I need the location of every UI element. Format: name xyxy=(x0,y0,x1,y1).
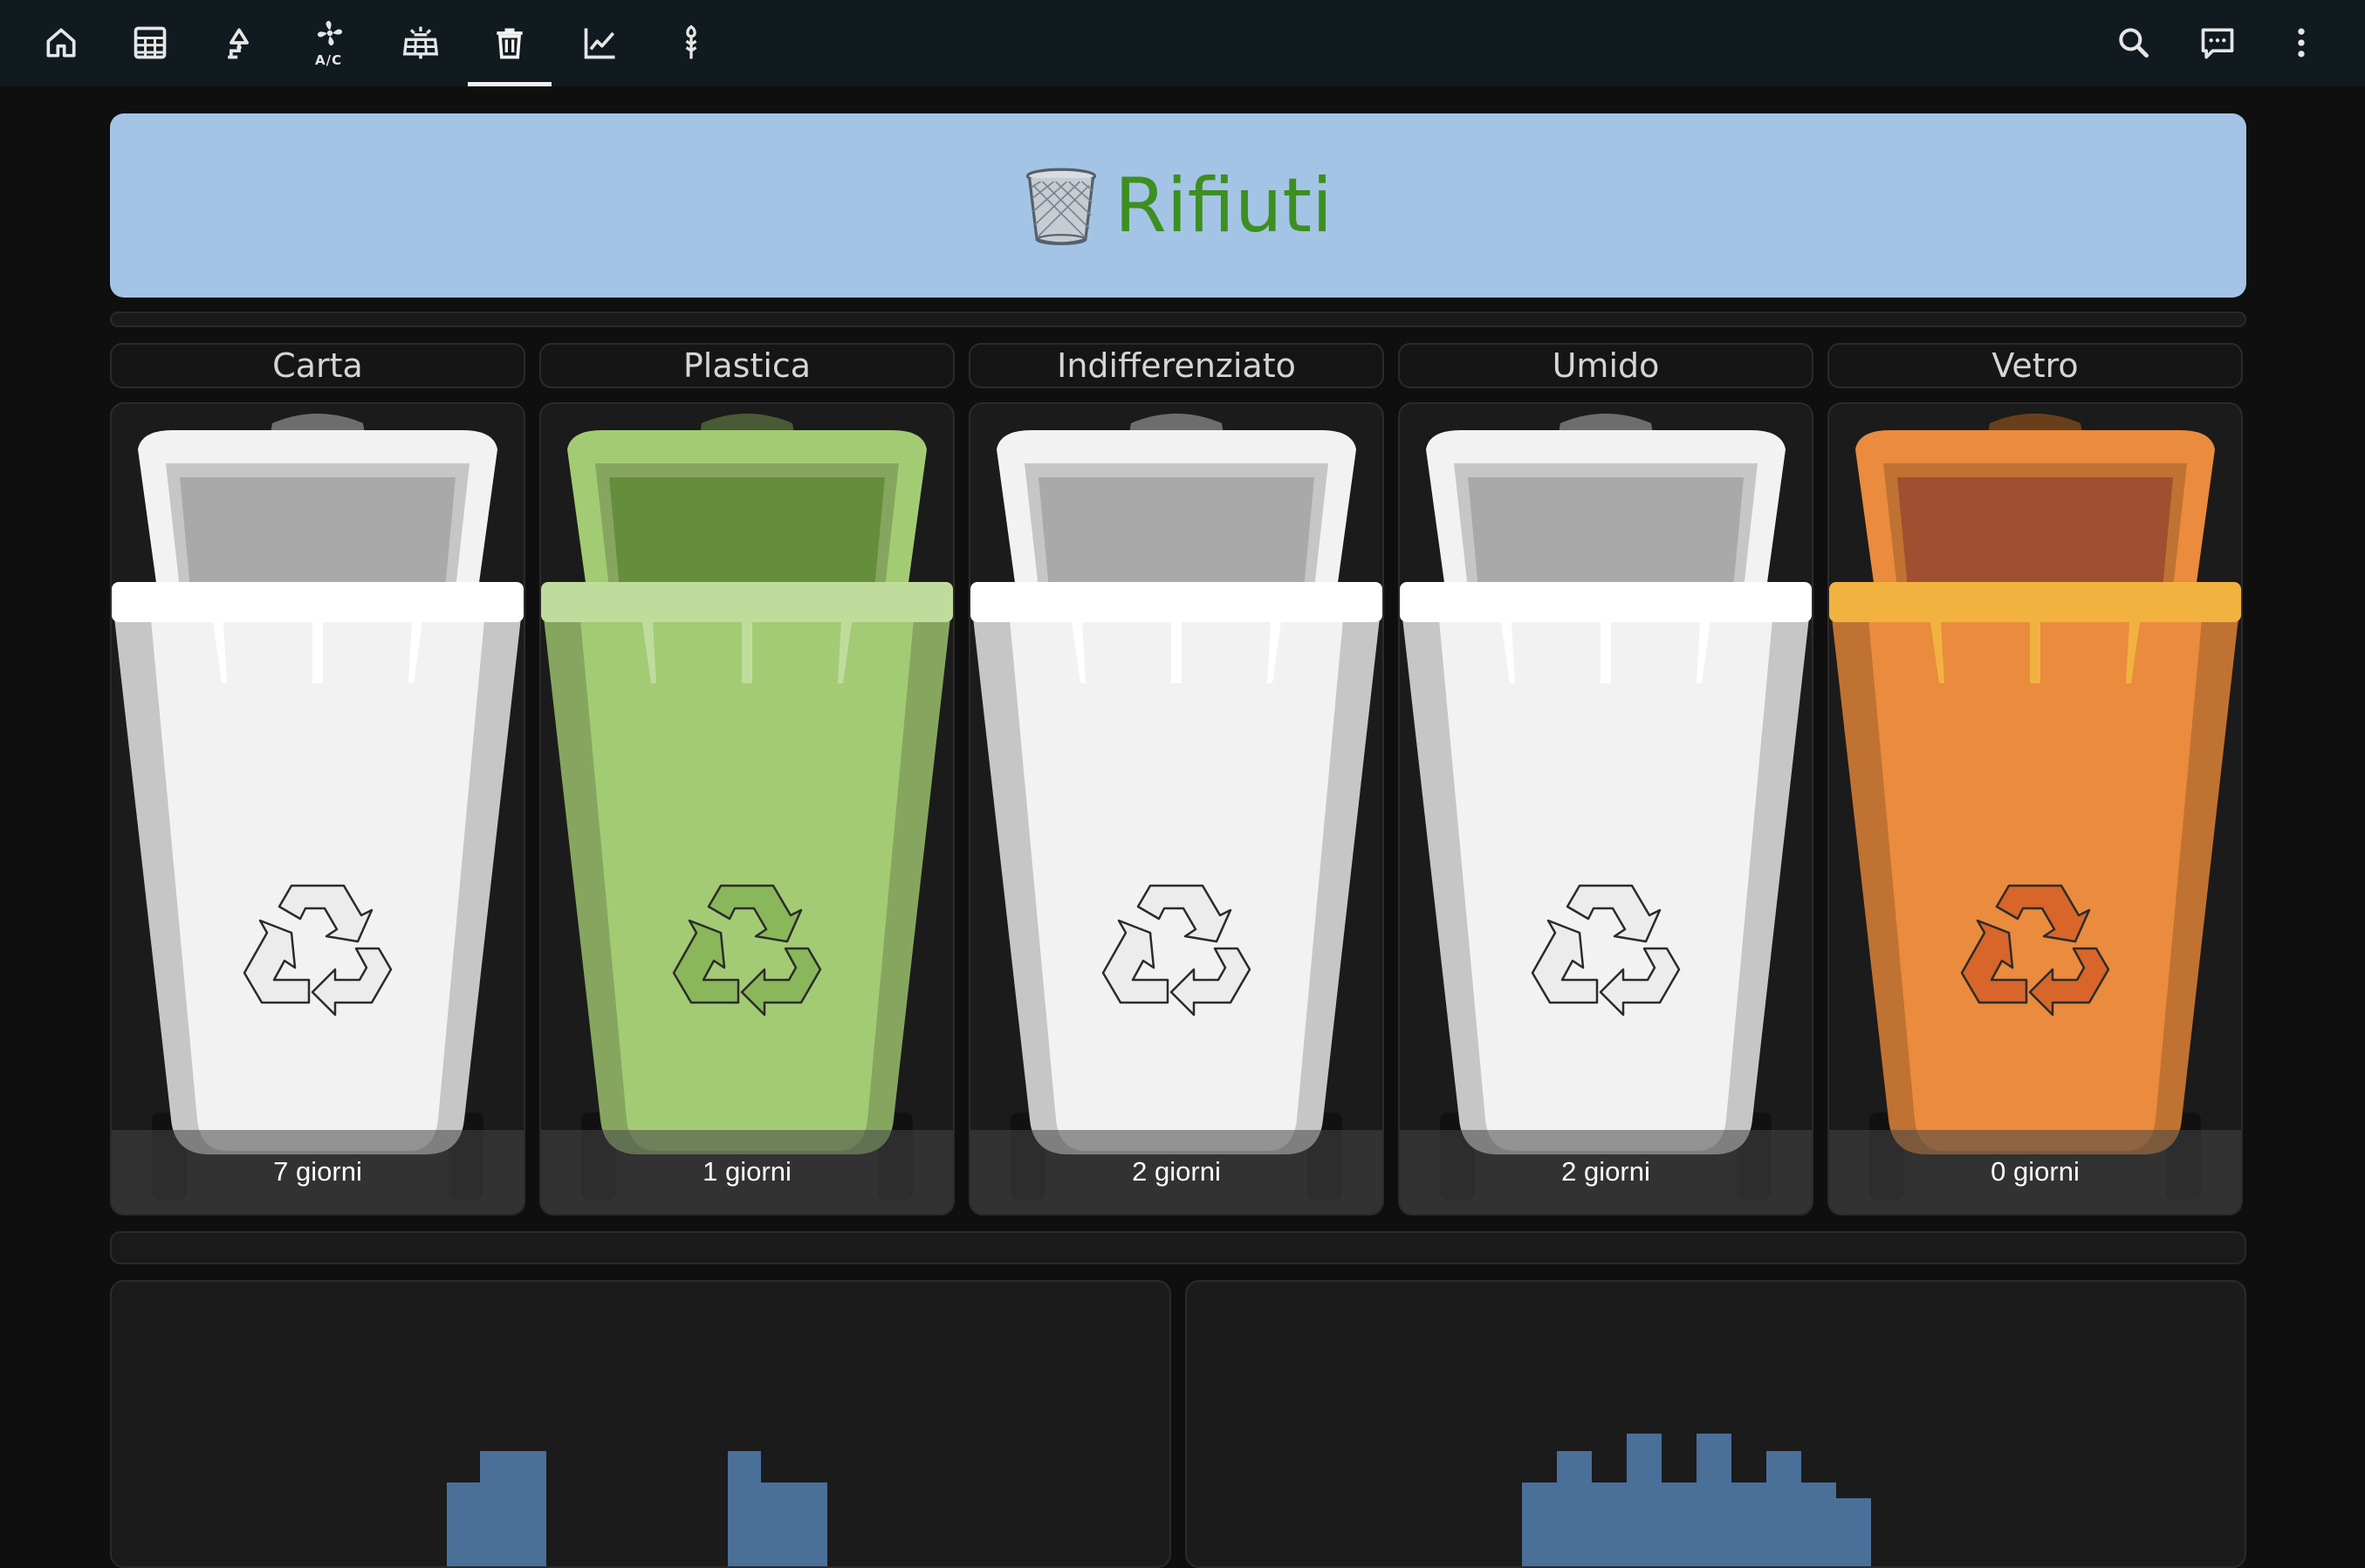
history-chart-card-right xyxy=(1185,1280,2246,1568)
chart-bar xyxy=(1836,1498,1871,1566)
ac-label: A/C xyxy=(315,52,343,68)
trash-can-icon[interactable] xyxy=(479,12,540,73)
chat-icon[interactable] xyxy=(2187,12,2248,73)
calculator-icon[interactable] xyxy=(120,12,181,73)
bin-card-indifferenziato[interactable]: 2 giorni xyxy=(969,402,1384,1215)
wheelie-bin-icon xyxy=(541,414,953,1200)
home-icon[interactable] xyxy=(31,12,92,73)
days-remaining: 7 giorni xyxy=(112,1130,524,1214)
chart-bar xyxy=(1766,1451,1801,1566)
days-remaining: 2 giorni xyxy=(1400,1130,1812,1214)
days-remaining: 0 giorni xyxy=(1829,1130,2241,1214)
bin-card-carta[interactable]: 7 giorni xyxy=(110,402,525,1215)
lamp-icon[interactable] xyxy=(209,12,270,73)
air-conditioner-icon[interactable]: A/C xyxy=(299,12,360,73)
title-banner: Rifiuti xyxy=(110,113,2246,298)
solar-panel-icon[interactable] xyxy=(390,12,451,73)
days-remaining: 2 giorni xyxy=(970,1130,1382,1214)
bin-label-carta: Carta xyxy=(110,343,525,388)
chart-bar xyxy=(447,1482,480,1566)
bin-label-umido: Umido xyxy=(1398,343,1813,388)
wheelie-bin-icon xyxy=(112,414,524,1200)
chart-bar xyxy=(1592,1482,1627,1566)
chart-bar xyxy=(480,1451,513,1566)
plant-icon[interactable] xyxy=(661,12,722,73)
chart-bar xyxy=(728,1451,761,1566)
history-chart-card-left xyxy=(110,1280,1171,1568)
days-remaining: 1 giorni xyxy=(541,1130,953,1214)
active-tab-indicator xyxy=(468,82,552,86)
wheelie-bin-icon xyxy=(970,414,1382,1200)
bin-label-plastica: Plastica xyxy=(539,343,955,388)
search-icon[interactable] xyxy=(2103,12,2164,73)
bin-card-vetro[interactable]: 0 giorni xyxy=(1827,402,2243,1215)
chart-bar xyxy=(1801,1482,1836,1566)
chart-bar xyxy=(1627,1434,1662,1566)
wheelie-bin-icon xyxy=(1400,414,1812,1200)
bin-card-plastica[interactable]: 1 giorni xyxy=(539,402,955,1215)
top-app-bar: A/C xyxy=(0,0,2365,86)
bin-label-vetro: Vetro xyxy=(1827,343,2243,388)
chart-bar xyxy=(1662,1482,1697,1566)
divider-card xyxy=(110,1231,2246,1264)
bin-label-indifferenziato: Indifferenziato xyxy=(969,343,1384,388)
divider-card xyxy=(110,312,2246,327)
more-vertical-icon[interactable] xyxy=(2271,12,2332,73)
chart-bar xyxy=(1697,1434,1731,1566)
bin-card-umido[interactable]: 2 giorni xyxy=(1398,402,1813,1215)
chart-bar xyxy=(1522,1482,1557,1566)
chart-bar xyxy=(1731,1482,1766,1566)
wastebasket-icon xyxy=(1025,168,1097,245)
wheelie-bin-icon xyxy=(1829,414,2241,1200)
chart-bar xyxy=(761,1482,794,1566)
page-title: Rifiuti xyxy=(1114,161,1333,250)
chart-bar xyxy=(1557,1451,1592,1566)
chart-line-icon[interactable] xyxy=(570,12,631,73)
chart-bar xyxy=(513,1451,546,1566)
chart-bar xyxy=(794,1482,827,1566)
